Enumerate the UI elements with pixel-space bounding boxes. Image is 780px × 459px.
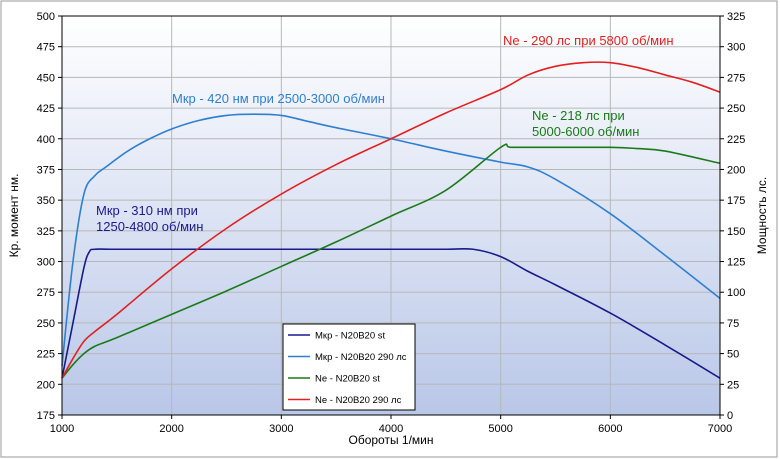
y-left-tick-label: 500 xyxy=(37,11,55,23)
axis-titles: Обороты 1/мин Кр. момент нм. Мощность лс. xyxy=(7,174,769,447)
annotations: Ne - 290 лс при 5800 об/мин Мкр - 420 нм … xyxy=(96,33,674,234)
annotation-torque-290: Мкр - 420 нм при 2500-3000 об/мин xyxy=(172,91,385,106)
y-right-tick-label: 175 xyxy=(727,195,745,207)
legend: Мкр - N20B20 st Мкр - N20B20 290 лс Ne - N… xyxy=(282,323,416,411)
series-torque-stock xyxy=(61,247,721,379)
y-right-tick-label: 125 xyxy=(727,257,745,269)
x-tick-label: 3000 xyxy=(269,423,293,435)
y-left-tick-label: 175 xyxy=(37,410,55,422)
y-left-tick-label: 425 xyxy=(37,103,55,115)
y-right-tick-label: 50 xyxy=(727,349,739,361)
y-right-tick-label: 150 xyxy=(727,226,745,238)
y-right-tick-label: 25 xyxy=(727,379,739,391)
y-right-tick-label: 250 xyxy=(727,103,745,115)
y-right-tick-label: 300 xyxy=(727,42,745,54)
y-left-tick-label: 275 xyxy=(37,287,55,299)
y-left-tick-label: 375 xyxy=(37,164,55,176)
annotation-power-290: Ne - 290 лс при 5800 об/мин xyxy=(503,33,674,48)
x-tick-label: 5000 xyxy=(488,423,512,435)
legend-label: Ne - N20B20 290 лс xyxy=(315,395,402,406)
series-torque-290 xyxy=(61,113,721,366)
annotation-torque-stock: Мкр - 310 нм при xyxy=(96,203,198,218)
y-left-tick-label: 475 xyxy=(37,42,55,54)
annotation-power-stock: 5000-6000 об/мин xyxy=(532,124,639,139)
y-left-tick-label: 400 xyxy=(37,134,55,146)
y-right-tick-label: 325 xyxy=(727,11,745,23)
legend-box xyxy=(282,323,416,411)
x-tick-label: 1000 xyxy=(50,423,74,435)
annotation-power-stock: Ne - 218 лс при xyxy=(532,108,625,123)
series-group xyxy=(61,61,721,379)
legend-label: Ne - N20B20 st xyxy=(315,374,380,385)
series-power-stock xyxy=(61,143,721,379)
annotation-torque-stock: 1250-4800 об/мин xyxy=(96,219,203,234)
y-right-tick-label: 0 xyxy=(727,410,733,422)
series-power-290 xyxy=(61,61,721,379)
y-right-tick-label: 225 xyxy=(727,134,745,146)
legend-label: Мкр - N20B20 290 лс xyxy=(315,352,407,363)
y-left-tick-label: 450 xyxy=(37,72,55,84)
y-right-tick-label: 75 xyxy=(727,318,739,330)
tick-labels: 1752002252502753003253503754004254504755… xyxy=(37,11,746,435)
y-left-tick-label: 350 xyxy=(37,195,55,207)
x-tick-label: 4000 xyxy=(379,423,403,435)
y-right-tick-label: 275 xyxy=(727,72,745,84)
y-left-tick-label: 225 xyxy=(37,349,55,361)
y-left-tick-label: 200 xyxy=(37,379,55,391)
x-axis-title: Обороты 1/мин xyxy=(348,433,433,447)
legend-label: Мкр - N20B20 st xyxy=(315,331,386,342)
y-left-tick-label: 300 xyxy=(37,257,55,269)
y-right-tick-label: 100 xyxy=(727,287,745,299)
y-left-axis-title: Кр. момент нм. xyxy=(7,174,21,258)
x-tick-label: 6000 xyxy=(598,423,622,435)
y-right-axis-title: Мощность лс. xyxy=(755,177,769,254)
y-left-tick-label: 250 xyxy=(37,318,55,330)
y-left-tick-label: 325 xyxy=(37,226,55,238)
y-right-tick-label: 200 xyxy=(727,164,745,176)
x-tick-label: 7000 xyxy=(708,423,732,435)
x-tick-label: 2000 xyxy=(159,423,183,435)
